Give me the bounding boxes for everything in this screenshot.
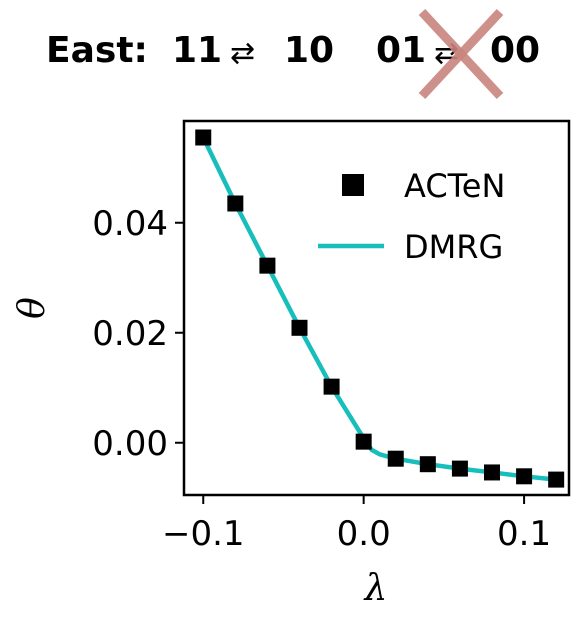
data-point-acten [451,460,468,477]
forbidden-cross-icon [418,8,504,100]
x-tick-label: 0.1 [497,514,551,554]
rule-header: East: 11 ⇄ 10 01 ⇄ 00 [0,0,581,110]
forbidden-rule-left: 01 [376,30,427,71]
data-point-acten [387,450,404,467]
data-point-acten [259,257,276,274]
allowed-rule-right: 10 [284,30,335,71]
y-tick-label: 0.02 [92,314,168,354]
plot-frame [182,119,571,497]
data-point-acten [291,319,308,336]
x-tick-label: −0.1 [162,514,245,554]
data-point-acten [227,195,244,212]
x-axis-label: λ [363,568,388,609]
allowed-rule-left: 11 [172,30,223,71]
legend-marker-acten [342,174,364,196]
data-point-acten [195,129,212,146]
y-tick-label: 0.00 [92,424,168,464]
data-point-acten [548,471,565,488]
legend-label-dmrg: DMRG [404,228,503,266]
legend: ACTeN DMRG [318,167,505,266]
data-point-acten [419,456,436,473]
legend-label-acten: ACTeN [404,167,505,205]
data-point-acten [484,464,500,481]
data-point-acten [323,378,340,395]
allowed-swap-icon: ⇄ [230,36,256,71]
data-point-acten [355,433,372,450]
data-point-acten [516,468,533,485]
x-tick-label: 0.0 [337,514,391,554]
forbidden-rule-right: 00 [490,30,541,71]
y-axis-label: θ [12,297,53,319]
y-tick-label: 0.04 [92,204,168,244]
model-name: East: [46,30,148,71]
